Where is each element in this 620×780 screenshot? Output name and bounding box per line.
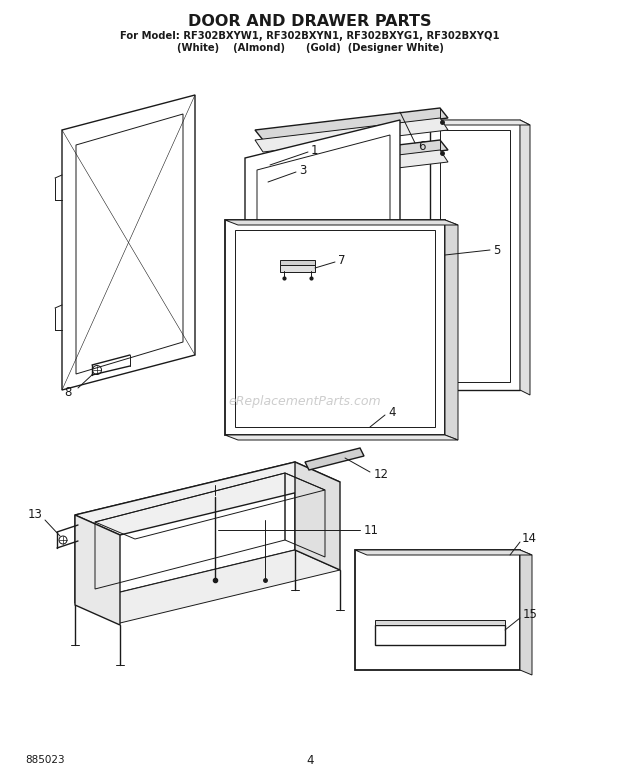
Polygon shape [75,462,340,535]
Polygon shape [255,108,448,140]
Text: 4: 4 [388,406,396,419]
Text: 14: 14 [522,533,537,545]
Text: (White)    (Almond)      (Gold)  (Designer White): (White) (Almond) (Gold) (Designer White) [177,43,443,53]
Polygon shape [75,462,295,603]
Text: eReplacementParts.com: eReplacementParts.com [229,395,381,409]
Text: 15: 15 [523,608,538,622]
Polygon shape [280,260,315,265]
Text: 6: 6 [418,140,425,153]
Polygon shape [430,120,520,390]
Polygon shape [355,550,520,670]
Text: 3: 3 [299,164,306,176]
Polygon shape [255,150,448,184]
Text: 13: 13 [27,508,42,520]
Text: DOOR AND DRAWER PARTS: DOOR AND DRAWER PARTS [188,15,432,30]
Text: 8: 8 [64,387,72,399]
Polygon shape [520,550,532,675]
Polygon shape [75,550,340,623]
Polygon shape [375,620,505,625]
Polygon shape [75,515,120,625]
Polygon shape [295,462,340,570]
Polygon shape [520,120,530,395]
Polygon shape [305,448,364,470]
Polygon shape [245,120,400,396]
Text: 11: 11 [364,523,379,537]
Polygon shape [255,140,448,172]
Polygon shape [225,220,458,225]
Polygon shape [225,220,445,435]
Text: 7: 7 [338,254,345,267]
Text: 885023: 885023 [25,755,64,765]
Polygon shape [280,265,315,272]
Text: 5: 5 [493,243,500,257]
Text: 4: 4 [306,753,314,767]
Polygon shape [225,435,458,440]
Polygon shape [430,120,530,125]
Text: 12: 12 [374,467,389,480]
Polygon shape [255,118,448,152]
Polygon shape [355,550,532,555]
Polygon shape [445,220,458,440]
Text: For Model: RF302BXYW1, RF302BXYN1, RF302BXYG1, RF302BXYQ1: For Model: RF302BXYW1, RF302BXYN1, RF302… [120,31,500,41]
Text: 1: 1 [311,144,319,157]
Polygon shape [62,95,195,390]
